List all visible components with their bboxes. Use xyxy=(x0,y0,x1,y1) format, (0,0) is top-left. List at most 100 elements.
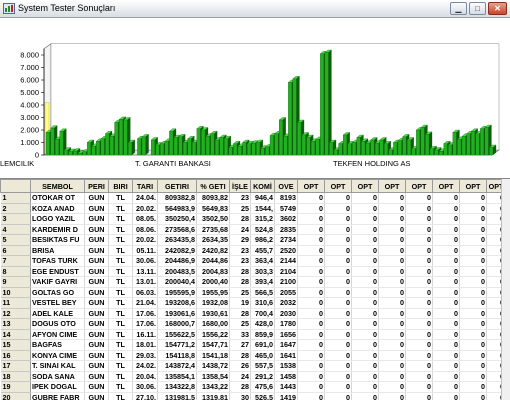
table-cell: 0 xyxy=(378,276,406,288)
table-row[interactable]: 20 GUBRE FABR GUN TL 27.10. 131981,5 1319,81 30… xyxy=(0,392,506,400)
table-cell: TL xyxy=(108,339,133,351)
table-cell: 273568,6 xyxy=(157,224,197,235)
column-header[interactable]: OPT xyxy=(432,179,460,193)
column-header[interactable]: OPT xyxy=(459,179,487,193)
column-header[interactable]: OPT xyxy=(405,179,433,193)
table-cell: 24 xyxy=(229,224,251,235)
table-cell: TL xyxy=(108,371,133,382)
table-row[interactable]: 7 TOFAS TURK GUN TL 30.06. 204486,9 2044,86 23 3… xyxy=(0,255,506,267)
table-cell: 0 xyxy=(324,318,352,330)
table-row[interactable]: 4 KARDEMIR D GUN TL 08.06. 273568,6 2735,68 24 5… xyxy=(0,224,506,235)
title-bar[interactable]: System Tester Sonuçları ▁ □ ✕ xyxy=(0,0,510,18)
table-cell: 524,8 xyxy=(250,224,275,235)
table-cell: 0 xyxy=(297,192,325,204)
chart-bar xyxy=(246,143,251,156)
table-cell: 0 xyxy=(378,234,406,246)
table-cell: 0 xyxy=(324,308,352,319)
minimize-button[interactable]: ▁ xyxy=(450,2,467,15)
table-row[interactable]: 17 T. SINAI KAL GUN TL 24.02. 143872,4 1438,72… xyxy=(0,360,506,372)
table-cell: 0 xyxy=(459,371,487,382)
table-cell: 1547,71 xyxy=(196,339,230,351)
table-cell: 8193 xyxy=(274,192,298,204)
chart-bar xyxy=(210,133,215,156)
table-cell: GUN xyxy=(84,318,109,330)
table-row[interactable]: 6 BRISA GUN TL 05.11. 242082,9 2420,82 23 455,7 2… xyxy=(0,245,506,256)
column-header[interactable]: OPT xyxy=(378,179,406,193)
column-header[interactable]: İŞLE xyxy=(229,179,251,193)
table-cell: 0 xyxy=(459,266,487,277)
maximize-icon: □ xyxy=(475,4,480,13)
chart-bar xyxy=(164,141,169,156)
table-cell: 0 xyxy=(405,392,433,400)
table-row[interactable]: 5 BESIKTAS FU GUN TL 20.02. 263435,8 2634,35 29… xyxy=(0,234,506,246)
table-cell: 0 xyxy=(432,192,460,204)
vertical-scrollbar[interactable] xyxy=(501,179,510,400)
table-cell: 0 xyxy=(432,234,460,246)
row-number: 13 xyxy=(0,318,31,330)
column-header[interactable]: GETIRI xyxy=(157,179,197,193)
chart-bar xyxy=(333,149,338,156)
table-cell: 5749 xyxy=(274,203,298,214)
row-number: 18 xyxy=(0,371,31,382)
table-row[interactable]: 14 AFYON CIME GUN TL 16.11. 155622,5 1556,22 33… xyxy=(0,329,506,340)
maximize-button[interactable]: □ xyxy=(469,2,486,15)
column-header[interactable]: BIRI xyxy=(108,179,133,193)
table-row[interactable]: 9 VAKIF GAYRI GUN TL 13.01. 200040,4 2000,40 28… xyxy=(0,276,506,288)
table-cell: 0 xyxy=(351,297,379,309)
column-header[interactable]: OPT xyxy=(324,179,352,193)
table-cell: 21.04. xyxy=(132,297,158,309)
column-header[interactable]: OPT xyxy=(351,179,379,193)
column-header[interactable]: PERI xyxy=(84,179,109,193)
table-cell: 0 xyxy=(405,360,433,372)
chart-bar xyxy=(310,141,315,156)
table-cell: 0 xyxy=(297,234,325,246)
table-cell: 0 xyxy=(324,234,352,246)
table-cell: 0 xyxy=(459,339,487,351)
table-cell: GUN xyxy=(84,276,109,288)
chart-bar xyxy=(288,82,293,156)
table-row[interactable]: 10 GOLTAS GO GUN TL 06.03. 195595,9 1955,95 25 5… xyxy=(0,287,506,298)
table-cell: 0 xyxy=(351,287,379,298)
table-row[interactable]: 12 ADEL KALE GUN TL 17.06. 193061,6 1930,61 28 7… xyxy=(0,308,506,319)
table-cell: 25 xyxy=(229,287,251,298)
table-cell: 0 xyxy=(324,255,352,267)
table-cell: 1443 xyxy=(274,381,298,393)
table-cell: 28 xyxy=(229,308,251,319)
table-cell: 27 xyxy=(229,339,251,351)
table-cell: 0 xyxy=(297,381,325,393)
table-row[interactable]: 3 LOGO YAZIL GUN TL 08.05. 350250,4 3502,50 28 3… xyxy=(0,213,506,225)
table-cell: 1541,18 xyxy=(196,350,230,361)
column-header[interactable]: % GETI xyxy=(196,179,230,193)
table-cell: 0 xyxy=(432,224,460,235)
table-row[interactable]: 1 OTOKAR OT GUN TL 24.04. 809382,8 8093,82 23 94… xyxy=(0,192,506,204)
table-cell: TL xyxy=(108,266,133,277)
table-row[interactable]: 8 EGE ENDUST GUN TL 13.11. 200483,5 2004,83 28 3… xyxy=(0,266,506,277)
table-row[interactable]: 11 VESTEL BEY GUN TL 21.04. 193208,6 1932,08 19… xyxy=(0,297,506,309)
table-row[interactable]: 16 KONYA CIME GUN TL 29.03. 154118,8 1541,18 28… xyxy=(0,350,506,361)
table-row[interactable]: 13 DOGUS OTO GUN TL 17.06. 168000,7 1680,00 25 4… xyxy=(0,318,506,330)
table-cell: 0 xyxy=(324,381,352,393)
column-header[interactable]: OVE xyxy=(274,179,298,193)
column-header[interactable]: SEMBOL xyxy=(30,179,85,193)
table-row[interactable]: 2 KOZA ANAD GUN TL 20.02. 564983,9 5649,83 25 15… xyxy=(0,203,506,214)
table-cell: GUN xyxy=(84,360,109,372)
chart-bar xyxy=(128,142,133,156)
table-row[interactable]: 15 BAGFAS GUN TL 18.01. 154771,2 1547,71 27 691,… xyxy=(0,339,506,351)
column-header[interactable]: TARI xyxy=(132,179,158,193)
table-cell: 0 xyxy=(351,350,379,361)
table-cell: TL xyxy=(108,329,133,340)
table-cell: 0 xyxy=(351,371,379,382)
table-row[interactable]: 19 IPEK DOGAL GUN TL 30.06. 134322,8 1343,22 28… xyxy=(0,381,506,393)
table-cell: TL xyxy=(108,308,133,319)
table-cell: 0 xyxy=(297,287,325,298)
table-row[interactable]: 18 SODA SANA GUN TL 20.04. 135854,1 1358,54 24 2… xyxy=(0,371,506,382)
column-header[interactable]: KOMİ xyxy=(250,179,275,193)
chart-bar xyxy=(320,53,325,156)
table-cell: 0 xyxy=(405,318,433,330)
table-cell: 0 xyxy=(459,255,487,267)
column-header[interactable]: OPT xyxy=(297,179,325,193)
table-cell: GUN xyxy=(84,192,109,204)
row-header-corner[interactable] xyxy=(0,179,31,193)
close-button[interactable]: ✕ xyxy=(488,2,507,15)
results-grid[interactable]: SEMBOL PERI BIRI TARI GETIRI% GETI İŞLE KOMİ OV… xyxy=(0,178,510,400)
